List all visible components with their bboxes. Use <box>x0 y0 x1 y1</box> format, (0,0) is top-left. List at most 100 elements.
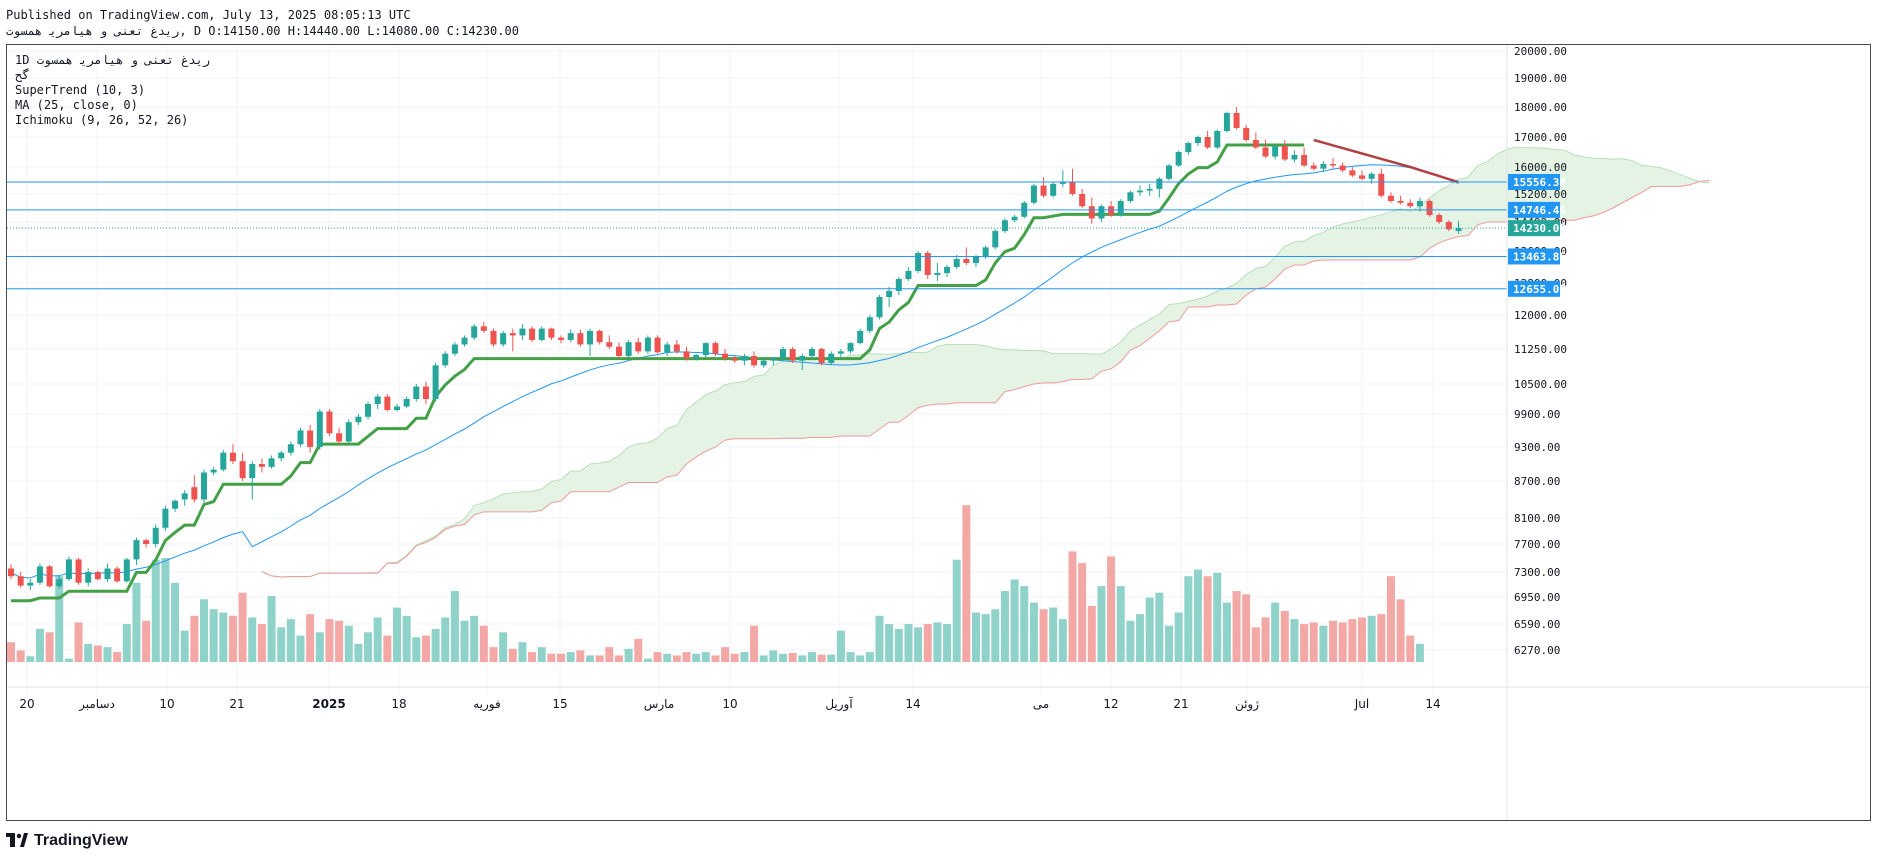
candle-body <box>287 444 294 453</box>
candle-body <box>683 351 690 359</box>
time-axis-label: 12 <box>1103 697 1118 711</box>
volume-bar <box>257 624 266 662</box>
volume-bar <box>1010 579 1019 662</box>
candle-body <box>635 342 642 352</box>
volume-bar <box>16 650 25 662</box>
candle-body <box>876 297 883 318</box>
volume-bar <box>779 653 787 662</box>
candle-body <box>1262 147 1269 157</box>
candle-body <box>451 344 458 354</box>
volume-bar <box>306 614 315 662</box>
volume-bar <box>7 642 15 662</box>
candle-body <box>934 273 941 275</box>
candle-body <box>1387 195 1394 201</box>
volume-bar <box>962 505 971 662</box>
time-axis-label: 14 <box>1425 697 1440 711</box>
volume-bar <box>914 627 923 662</box>
candle-body <box>500 333 507 345</box>
volume-bar <box>1078 563 1087 662</box>
candle-body <box>239 461 246 479</box>
volume-bar <box>1396 599 1405 662</box>
candle-body <box>1214 131 1221 148</box>
volume-bar <box>35 629 44 662</box>
candle-body <box>85 572 92 583</box>
candle-body <box>1243 128 1250 140</box>
time-axis-label: Jul <box>1354 697 1369 711</box>
candle-body <box>1416 201 1423 207</box>
tradingview-brand[interactable]: TradingView <box>34 832 128 849</box>
volume-bar <box>441 617 450 662</box>
candle-body <box>664 344 671 353</box>
candle-body <box>596 330 603 343</box>
volume-bar <box>769 650 778 662</box>
price-tag <box>1508 201 1560 218</box>
candle-body <box>480 326 487 331</box>
chart-pane[interactable]: 6270.00 6590.00 6950.00 7300.00 7700.00 8100.… <box>6 44 1871 821</box>
volume-bar <box>1029 602 1038 662</box>
volume-bar <box>1097 586 1106 662</box>
candle-body <box>1349 170 1356 176</box>
price-axis-tick: 6590.00 <box>1514 618 1560 631</box>
candle-body <box>1166 165 1172 179</box>
tradingview-logo-icon[interactable] <box>6 832 28 851</box>
legend-ma[interactable]: MA (25, close, 0) <box>15 98 138 112</box>
candle-body <box>422 386 429 399</box>
volume-bar <box>1367 615 1376 662</box>
legend-line2: ﮔﺢ <box>15 68 30 82</box>
volume-bar <box>991 609 1000 662</box>
volume-bar <box>1271 602 1280 662</box>
price-axis-tick: 8700.00 <box>1514 475 1560 488</box>
candle-body <box>374 396 381 404</box>
volume-bar <box>315 632 324 662</box>
candle-body <box>1378 173 1385 196</box>
volume-bar <box>827 654 836 662</box>
legend-ichimoku[interactable]: Ichimoku (9, 26, 52, 26) <box>15 113 189 127</box>
volume-bar <box>1319 625 1328 662</box>
volume-bar <box>209 609 218 662</box>
price-chart-svg[interactable]: 6270.00 6590.00 6950.00 7300.00 7700.00 8100.… <box>7 45 1870 820</box>
candle-body <box>1069 182 1076 194</box>
price-tag-label: 13463.86 <box>1513 250 1566 263</box>
candle-body <box>1175 152 1182 166</box>
volume-bar <box>614 655 623 662</box>
volume-bar <box>595 655 604 662</box>
candle-body <box>1339 165 1346 171</box>
price-axis-tick: 6270.00 <box>1514 644 1560 657</box>
legend-supertrend[interactable]: SuperTrend (10, 3) <box>15 83 146 97</box>
volume-bar <box>528 652 537 662</box>
candle-body <box>75 559 82 583</box>
candle-body <box>104 568 111 580</box>
volume-bar <box>798 655 807 662</box>
volume-bar <box>55 576 64 662</box>
volume-bar <box>885 624 894 662</box>
volume-bar <box>682 652 691 662</box>
volume-bar <box>576 650 585 662</box>
candle-body <box>886 291 893 297</box>
volume-bar <box>238 592 247 662</box>
candle-body <box>1233 113 1240 128</box>
price-axis-tick: 17000.00 <box>1514 131 1567 144</box>
price-tag-label: 12655.07 <box>1513 283 1566 296</box>
publish-info: Published on TradingView.com, July 13, 2… <box>6 8 411 22</box>
volume-bar <box>1309 622 1318 662</box>
volume-bar <box>730 653 739 662</box>
volume-bar <box>74 622 83 662</box>
volume-bar <box>450 591 459 662</box>
candle-body <box>538 328 545 340</box>
candle-body <box>1301 155 1308 166</box>
volume-bar <box>846 652 855 662</box>
price-axis-tick: 7700.00 <box>1514 538 1560 551</box>
volume-bar <box>1058 619 1067 662</box>
volume-bar <box>836 630 845 662</box>
volume-bar <box>1415 643 1424 662</box>
candle-body <box>1059 182 1066 184</box>
candle-body <box>1436 215 1443 222</box>
volume-bar <box>1155 592 1164 662</box>
volume-bar <box>663 653 672 662</box>
volume-bar <box>161 558 170 662</box>
candle-body <box>316 411 323 447</box>
candle-body <box>278 452 285 459</box>
volume-bar <box>296 635 305 662</box>
candle-body <box>355 416 362 423</box>
legend-symbol[interactable]: 1D ﺭﯾﺪﻍ ﺗﻌﻨﯽ ﻭ ﻫﯿﺎﻣﺮﯾ ﻫﻤﺴﻮﺕ <box>15 53 211 67</box>
